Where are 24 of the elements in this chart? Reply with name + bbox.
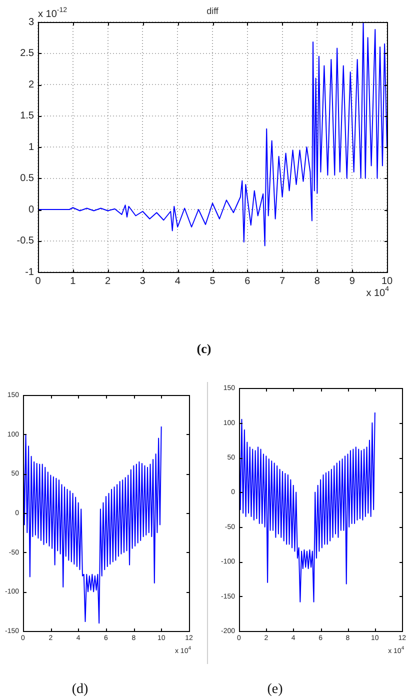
y-tick-label: 1.5 bbox=[20, 110, 34, 122]
x-tick-label: 1 bbox=[70, 276, 76, 287]
y-tick-label: 2 bbox=[28, 79, 34, 90]
x-tick-label: 0 bbox=[35, 276, 42, 287]
text: (c) bbox=[196, 341, 212, 356]
y-tick-label: 0 bbox=[28, 204, 34, 216]
y-tick-label: -0.5 bbox=[16, 236, 34, 246]
x-tick-label: 5 bbox=[210, 276, 216, 287]
x-tick-label: 6 bbox=[244, 276, 251, 287]
text: (e) bbox=[267, 682, 283, 698]
y-tick-label: 3 bbox=[28, 16, 34, 28]
y-tick-label: -1 bbox=[25, 266, 34, 278]
x-tick-label: 4 bbox=[174, 276, 181, 287]
x-tick-label: 2 bbox=[105, 276, 112, 287]
x-tick-label: 10 bbox=[381, 276, 393, 287]
y-tick-label: 1 bbox=[28, 142, 34, 153]
x-tick-label: 8 bbox=[314, 276, 320, 287]
x-tick-label: 7 bbox=[280, 276, 286, 287]
x-tick-label: 9 bbox=[349, 276, 356, 287]
text: (d) bbox=[72, 682, 88, 698]
y-tick-label: 0.5 bbox=[20, 173, 34, 184]
chart-title: diff bbox=[206, 6, 219, 16]
y-tick-label: 2.5 bbox=[20, 48, 34, 59]
x-tick-label: 3 bbox=[140, 276, 146, 287]
